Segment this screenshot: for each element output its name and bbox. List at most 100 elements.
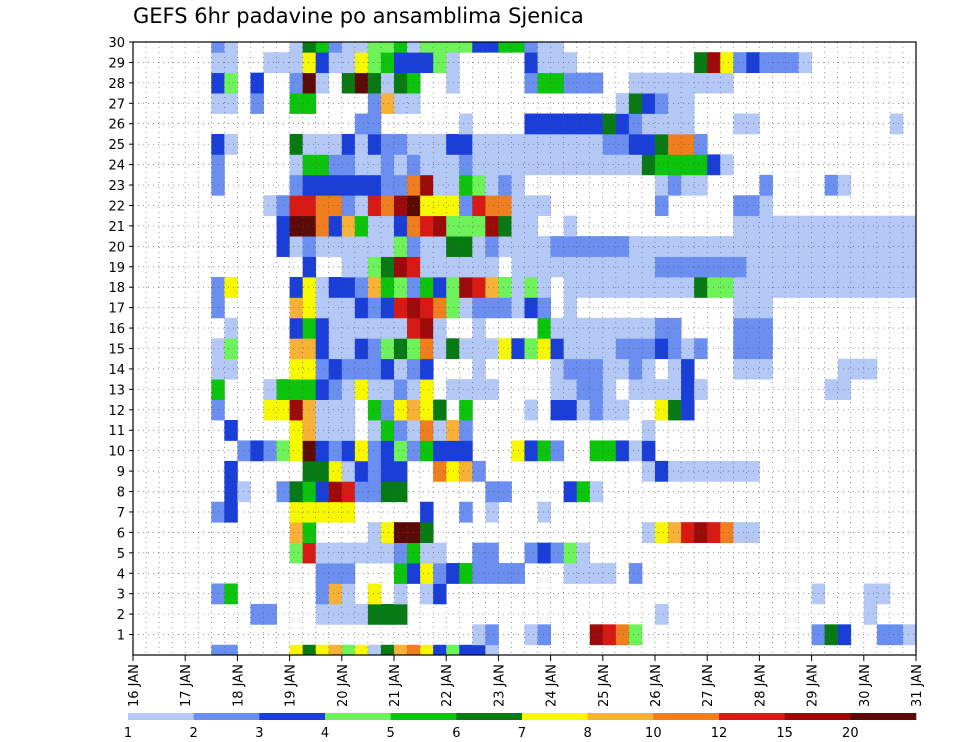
heatmap-cell — [798, 256, 812, 278]
heatmap-cell — [433, 460, 447, 482]
heatmap-cell — [459, 420, 473, 441]
heatmap-cell — [563, 542, 578, 564]
legend-swatch — [259, 713, 326, 720]
heatmap-cell — [602, 276, 617, 298]
y-tick-label: 19 — [108, 261, 125, 276]
heatmap-cell — [420, 195, 434, 217]
heatmap-cell — [563, 481, 578, 503]
heatmap-cell — [354, 542, 369, 564]
heatmap-cell — [589, 481, 604, 503]
y-tick-label: 7 — [117, 506, 125, 521]
heatmap-cell — [420, 297, 434, 319]
legend-swatch — [850, 713, 917, 720]
heatmap-cell — [328, 133, 343, 155]
heatmap-cell — [302, 52, 317, 74]
heatmap-cell — [328, 420, 343, 441]
x-tick-label: 22 JAN — [440, 664, 455, 707]
heatmap-cell — [328, 297, 343, 319]
heatmap-cell — [302, 236, 317, 257]
heatmap-cell — [420, 133, 434, 155]
heatmap-cell — [733, 256, 747, 278]
heatmap-cell — [524, 276, 538, 298]
heatmap-cell — [772, 215, 786, 237]
heatmap-cell — [472, 154, 486, 176]
heatmap-cell — [263, 440, 277, 462]
heatmap-cell — [380, 215, 395, 237]
heatmap-cell — [380, 542, 395, 564]
heatmap-cell — [328, 583, 343, 605]
heatmap-cell — [902, 256, 917, 278]
heatmap-cell — [289, 174, 304, 196]
heatmap-cell — [615, 93, 630, 114]
heatmap-cell — [720, 522, 734, 544]
heatmap-cell — [733, 195, 747, 217]
heatmap-cell — [550, 154, 565, 176]
heatmap-cell — [315, 460, 330, 482]
heatmap-cell — [302, 256, 317, 278]
heatmap-cell — [472, 379, 486, 400]
heatmap-cell — [759, 297, 773, 319]
heatmap-cell — [315, 542, 330, 564]
heatmap-cell — [628, 154, 643, 176]
heatmap-cell — [759, 195, 773, 217]
heatmap-cell — [655, 72, 669, 94]
heatmap-cell — [328, 358, 343, 380]
heatmap-cell — [315, 195, 330, 217]
heatmap-cell — [655, 93, 669, 114]
heatmap-cell — [537, 297, 551, 319]
heatmap-cell — [889, 215, 904, 237]
y-tick-label: 22 — [108, 199, 125, 214]
heatmap-cell — [772, 236, 786, 257]
heatmap-cell — [380, 276, 395, 298]
heatmap-cell — [837, 215, 852, 237]
heatmap-cell — [485, 256, 499, 278]
heatmap-cell — [498, 154, 512, 176]
heatmap-cell — [420, 236, 434, 257]
heatmap-cell — [289, 338, 304, 360]
heatmap-cell — [315, 236, 330, 257]
heatmap-cell — [524, 133, 538, 155]
legend-swatch — [653, 713, 720, 720]
heatmap-cell — [394, 215, 408, 237]
heatmap-cell — [394, 133, 408, 155]
heatmap-cell — [367, 113, 382, 135]
heatmap-cell — [655, 338, 669, 360]
y-tick-label: 26 — [108, 118, 125, 133]
heatmap-cell — [446, 42, 460, 53]
heatmap-cell — [498, 276, 512, 298]
heatmap-cell — [380, 522, 395, 544]
heatmap-cell — [602, 317, 617, 339]
heatmap-cell — [446, 215, 460, 237]
y-tick-label: 15 — [108, 343, 125, 358]
heatmap-cell — [302, 644, 317, 656]
heatmap-cell — [315, 297, 330, 319]
heatmap-cell — [328, 52, 343, 74]
heatmap-cell — [850, 276, 865, 298]
legend-label: 2 — [190, 726, 198, 741]
heatmap-cell — [328, 317, 343, 339]
heatmap-cell — [302, 93, 317, 114]
heatmap-cell — [367, 379, 382, 400]
heatmap-cell — [785, 215, 799, 237]
heatmap-cell — [433, 133, 447, 155]
heatmap-cell — [524, 297, 538, 319]
heatmap-cell — [367, 133, 382, 155]
heatmap-cell — [302, 501, 317, 523]
heatmap-cell — [602, 563, 617, 584]
heatmap-cell — [589, 133, 604, 155]
x-tick-label: 25 JAN — [597, 664, 612, 707]
heatmap-cell — [380, 256, 395, 278]
legend-label: 3 — [255, 726, 263, 741]
heatmap-cell — [420, 215, 434, 237]
heatmap-cell — [367, 154, 382, 176]
heatmap-cell — [420, 276, 434, 298]
heatmap-cell — [459, 276, 473, 298]
heatmap-cell — [328, 195, 343, 217]
heatmap-cell — [354, 195, 369, 217]
heatmap-cell — [589, 358, 604, 380]
heatmap-cell — [263, 399, 277, 421]
heatmap-cell — [289, 420, 304, 441]
heatmap-cell — [328, 154, 343, 176]
heatmap-cell — [472, 358, 486, 380]
heatmap-cell — [224, 644, 238, 656]
